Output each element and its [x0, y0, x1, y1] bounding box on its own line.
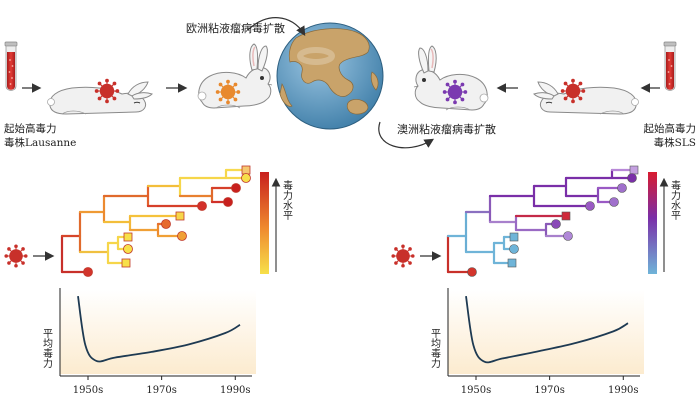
mean-virulence-label-left: 平均毒力 [41, 328, 53, 369]
rabbit-sitting-right [413, 45, 489, 111]
plot-background-right [448, 290, 644, 374]
tree-tips-right [467, 165, 639, 277]
mean-virulence-chart-right: 1950s 1970s 1990s 平均毒力 [429, 288, 644, 396]
virus-icon [94, 78, 120, 104]
x-ticks-right: 1950s 1970s 1990s [461, 376, 639, 396]
left-strain-label-line1: 起始高毒力 [4, 122, 57, 135]
right-strain-label-line1: 起始高毒力 [644, 122, 697, 135]
right-strain-tube [663, 41, 677, 91]
tree-tips-left [83, 165, 251, 277]
plot-background-left [60, 290, 256, 374]
virus-icon [4, 244, 28, 268]
arrow-europe-spread [247, 17, 306, 37]
virulence-level-label-left: 毒力水平 [281, 179, 293, 221]
virus-icon [442, 79, 468, 105]
virulence-scale-right [648, 172, 657, 274]
x-tick-label: 1990s [608, 385, 639, 396]
virus-icon [215, 79, 241, 105]
europe-spread-label: 欧洲粘液瘤病毒扩散 [186, 21, 285, 35]
left-strain-label-line2: 毒株Lausanne [4, 136, 76, 149]
x-tick-label: 1970s [146, 385, 177, 396]
rabbit-lying-right [533, 81, 639, 115]
phylogenetic-tree-right [446, 168, 636, 274]
globe-icon [276, 22, 384, 130]
arrow-australia-spread [378, 121, 435, 149]
virus-icon [560, 78, 586, 104]
x-tick-label: 1950s [73, 385, 104, 396]
virulence-scale-left [260, 172, 269, 274]
x-tick-label: 1950s [461, 385, 492, 396]
mean-virulence-curve-right [465, 295, 629, 364]
mean-virulence-label-right: 平均毒力 [429, 328, 441, 369]
virus-icon [391, 244, 415, 268]
mean-virulence-chart-left: 1950s 1970s 1990s 平均毒力 [41, 288, 256, 396]
right-strain-label-line2: 毒株SLS [654, 136, 696, 149]
x-tick-label: 1990s [220, 385, 251, 396]
phylogenetic-tree-left [60, 168, 250, 274]
x-ticks-left: 1950s 1970s 1990s [73, 376, 251, 396]
australia-spread-label: 澳洲粘液瘤病毒扩散 [397, 122, 496, 136]
left-strain-tube [4, 41, 18, 91]
virulence-level-label-right: 毒力水平 [669, 179, 681, 221]
mean-virulence-curve-left [77, 295, 241, 363]
x-tick-label: 1970s [534, 385, 565, 396]
